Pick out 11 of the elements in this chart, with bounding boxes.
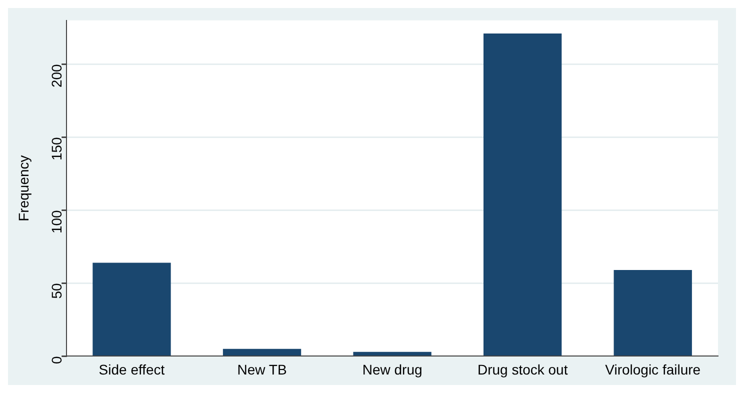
- y-tick-label: 150: [48, 136, 64, 161]
- x-tick-label: New drug: [362, 361, 422, 378]
- x-tick-label: Drug stock out: [477, 361, 568, 378]
- y-tick-label: 200: [48, 64, 64, 88]
- x-tick-label: Virologic failure: [605, 361, 701, 378]
- y-axis-title: Frequency: [15, 155, 32, 222]
- x-tick-label: New TB: [237, 361, 287, 378]
- y-tick-label: 50: [48, 282, 64, 299]
- y-tick-label: 0: [48, 356, 64, 364]
- x-tick-label: Side effect: [98, 361, 165, 378]
- y-tick-label: 100: [48, 210, 64, 234]
